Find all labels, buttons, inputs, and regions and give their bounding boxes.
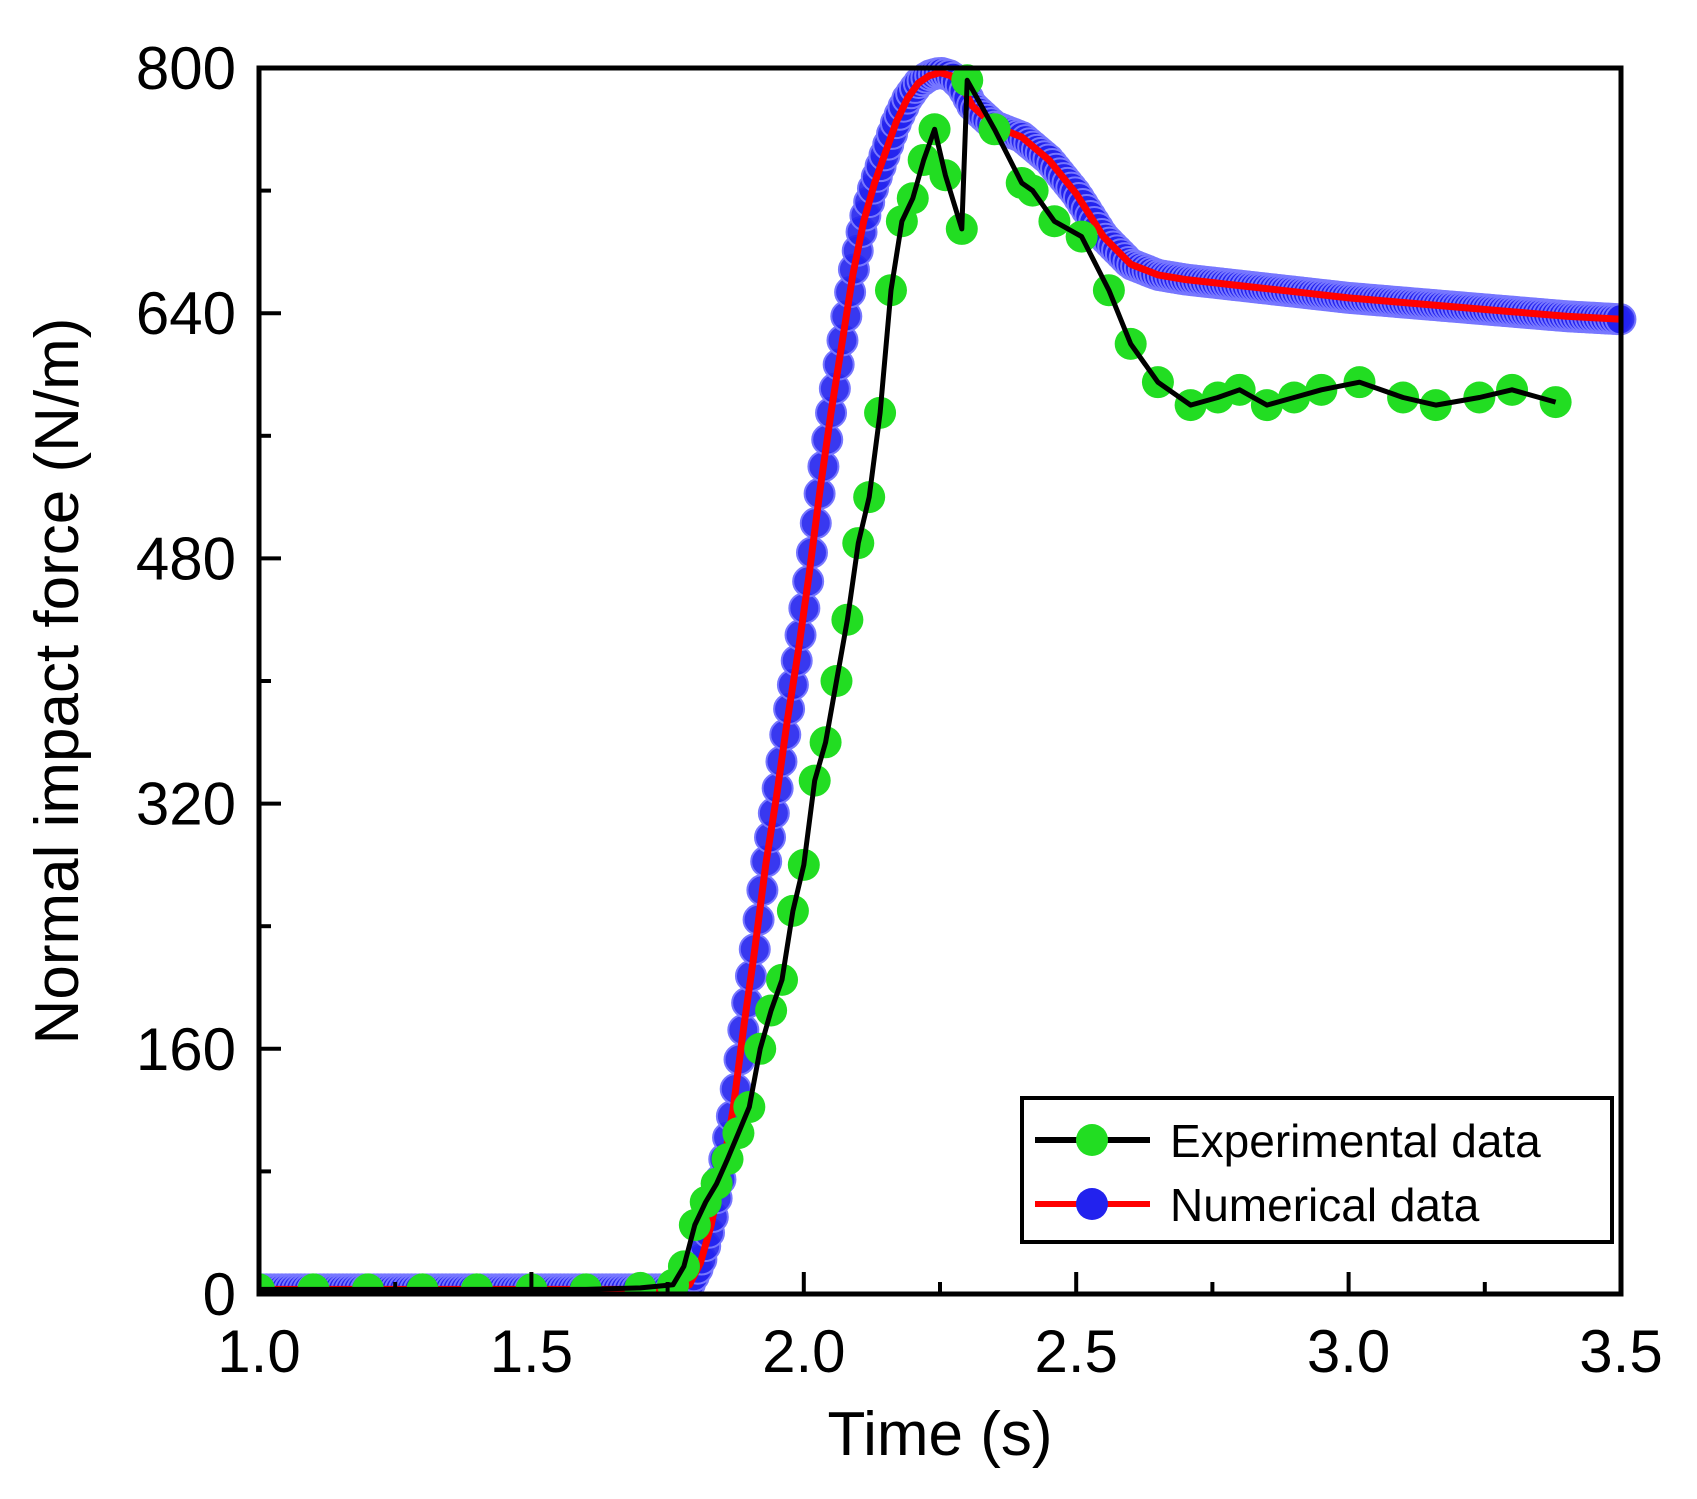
y-tick-label: 480 (136, 525, 236, 592)
y-axis-label: Normal impact force (N/m) (23, 318, 92, 1045)
legend-box (1020, 1096, 1614, 1244)
y-tick-label: 160 (136, 1016, 236, 1083)
y-tick-label: 320 (136, 771, 236, 838)
x-tick-label: 1.0 (217, 1318, 300, 1385)
x-tick-label: 2.5 (1034, 1318, 1117, 1385)
legend-item-numerical: Numerical data (1035, 1179, 1480, 1231)
legend: Experimental data Numerical data (1020, 1096, 1614, 1244)
legend-label-numerical: Numerical data (1170, 1179, 1480, 1231)
plot-area (259, 57, 1637, 1294)
x-axis-label: Time (s) (828, 1400, 1053, 1469)
experimental-line (259, 77, 1557, 1292)
x-tick-label: 1.5 (490, 1318, 573, 1385)
x-axis: 1.0 1.5 2.0 2.5 3.0 3.5 (217, 1272, 1663, 1385)
x-tick-label: 3.0 (1307, 1318, 1390, 1385)
legend-label-experimental: Experimental data (1170, 1115, 1541, 1167)
x-tick-label: 3.5 (1579, 1318, 1662, 1385)
series-experimental (259, 64, 1572, 1294)
y-tick-label: 0 (203, 1261, 236, 1328)
legend-item-experimental: Experimental data (1035, 1115, 1541, 1167)
x-tick-label: 2.0 (762, 1318, 845, 1385)
legend-marker-numerical (1076, 1188, 1108, 1220)
y-axis: 0 160 320 480 640 800 (136, 35, 281, 1328)
y-tick-label: 800 (136, 35, 236, 102)
legend-marker-experimental (1076, 1124, 1108, 1156)
experimental-marker (1539, 386, 1572, 419)
y-tick-label: 640 (136, 280, 236, 347)
